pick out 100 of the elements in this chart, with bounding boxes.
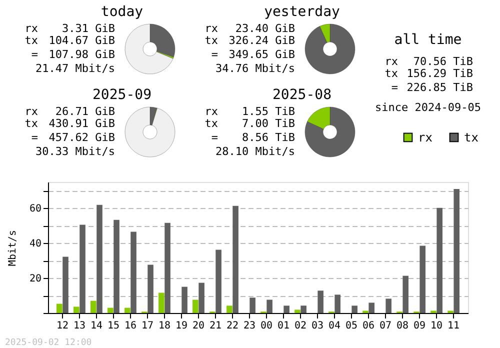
text: 7.00 TiB — [242, 117, 296, 130]
bar — [454, 188, 460, 313]
text: tx — [24, 34, 38, 47]
text: rx — [384, 55, 398, 68]
text: tx — [24, 117, 38, 130]
x-tick-label: 13 — [73, 320, 86, 332]
bar — [402, 276, 408, 313]
donut-slice — [304, 106, 356, 158]
text: 156.29 TiB — [406, 67, 474, 80]
y-tick-label: 60 — [29, 204, 42, 215]
bar — [226, 306, 232, 313]
bar — [114, 220, 120, 313]
chart-title: today — [100, 4, 144, 20]
text: 3.31 GiB — [62, 22, 116, 35]
text: 21.47 Mbit/s — [36, 62, 115, 75]
bar — [96, 204, 102, 313]
x-tick-label: 14 — [90, 320, 102, 332]
bar — [216, 250, 222, 313]
bar — [266, 300, 272, 313]
x-tick-label: 04 — [328, 320, 341, 332]
bar — [56, 304, 62, 313]
bar — [334, 294, 340, 313]
x-tick-label: 07 — [380, 320, 392, 332]
text: 1.55 TiB — [242, 105, 296, 118]
x-tick-label: 17 — [141, 320, 154, 332]
y-tick-label: 40 — [29, 238, 42, 250]
text: 34.76 Mbit/s — [216, 62, 295, 75]
text: all time — [394, 32, 462, 48]
text: 2025-09-02 12:00 — [5, 338, 92, 348]
text: tx — [204, 34, 218, 47]
text: = — [391, 81, 398, 94]
text: 28.10 Mbit/s — [216, 145, 295, 158]
bar — [368, 302, 374, 313]
text: tx — [384, 67, 398, 80]
y-axis-title: Mbit/s — [7, 230, 18, 266]
bar — [62, 256, 68, 313]
text: 349.65 GiB — [228, 48, 296, 61]
text: 23.40 GiB — [235, 22, 296, 35]
x-tick-label: 01 — [277, 320, 290, 332]
text: 226.85 TiB — [406, 81, 474, 94]
bar — [148, 264, 154, 313]
x-tick-label: 16 — [124, 320, 136, 332]
text: = — [211, 48, 218, 61]
chart-title: 2025-09 — [92, 87, 152, 103]
text: rx — [204, 22, 218, 35]
bar — [318, 290, 324, 313]
x-tick-label: 22 — [226, 320, 239, 332]
y-tick-label: 20 — [29, 274, 42, 285]
bar — [352, 306, 358, 313]
donut-slice — [124, 106, 176, 158]
donut-slice — [124, 24, 174, 74]
bar — [192, 300, 198, 313]
text: 326.24 GiB — [228, 34, 296, 47]
text: 30.33 Mbit/s — [36, 145, 115, 158]
text: rx — [24, 105, 38, 118]
text: 26.71 GiB — [55, 105, 116, 118]
bar — [124, 308, 130, 313]
donut-slice — [304, 24, 356, 74]
bar — [294, 310, 300, 313]
bar — [232, 206, 238, 313]
text: 70.56 TiB — [413, 55, 474, 68]
x-tick-label: 11 — [448, 320, 460, 332]
text: 8.56 TiB — [242, 131, 296, 144]
legend-label: tx — [464, 130, 478, 144]
bar — [284, 306, 290, 313]
chart-title: 2025-08 — [272, 87, 332, 103]
legend-label: rx — [418, 130, 432, 144]
bar — [198, 282, 204, 313]
bar — [250, 298, 256, 313]
bar — [130, 232, 136, 313]
text: = — [211, 131, 218, 144]
x-tick-label: 18 — [158, 320, 170, 332]
x-tick-label: 15 — [107, 320, 120, 332]
text: since 2024-09-05 — [375, 101, 481, 114]
bar — [436, 208, 442, 313]
x-tick-label: 12 — [56, 320, 68, 332]
bar — [164, 222, 170, 313]
text: 104.67 GiB — [48, 34, 116, 47]
chart-title: yesterday — [264, 4, 340, 20]
bar — [182, 286, 188, 313]
text: 107.98 GiB — [48, 48, 116, 61]
bar — [386, 298, 392, 313]
x-tick-label: 23 — [243, 320, 256, 332]
text: rx — [24, 22, 38, 35]
x-tick-label: 02 — [294, 320, 307, 332]
x-tick-label: 08 — [396, 320, 409, 332]
x-tick-label: 19 — [175, 320, 188, 332]
text: = — [31, 131, 38, 144]
bar — [90, 300, 96, 313]
bar — [300, 306, 306, 313]
text: 457.62 GiB — [48, 131, 116, 144]
x-tick-label: 21 — [209, 320, 222, 332]
x-tick-label: 00 — [260, 320, 273, 332]
x-tick-label: 10 — [430, 320, 443, 332]
x-tick-label: 09 — [414, 320, 426, 332]
x-tick-label: 03 — [311, 320, 324, 332]
text: rx — [204, 105, 218, 118]
text: 430.91 GiB — [48, 117, 116, 130]
bar — [80, 224, 86, 313]
x-tick-label: 20 — [192, 320, 205, 332]
